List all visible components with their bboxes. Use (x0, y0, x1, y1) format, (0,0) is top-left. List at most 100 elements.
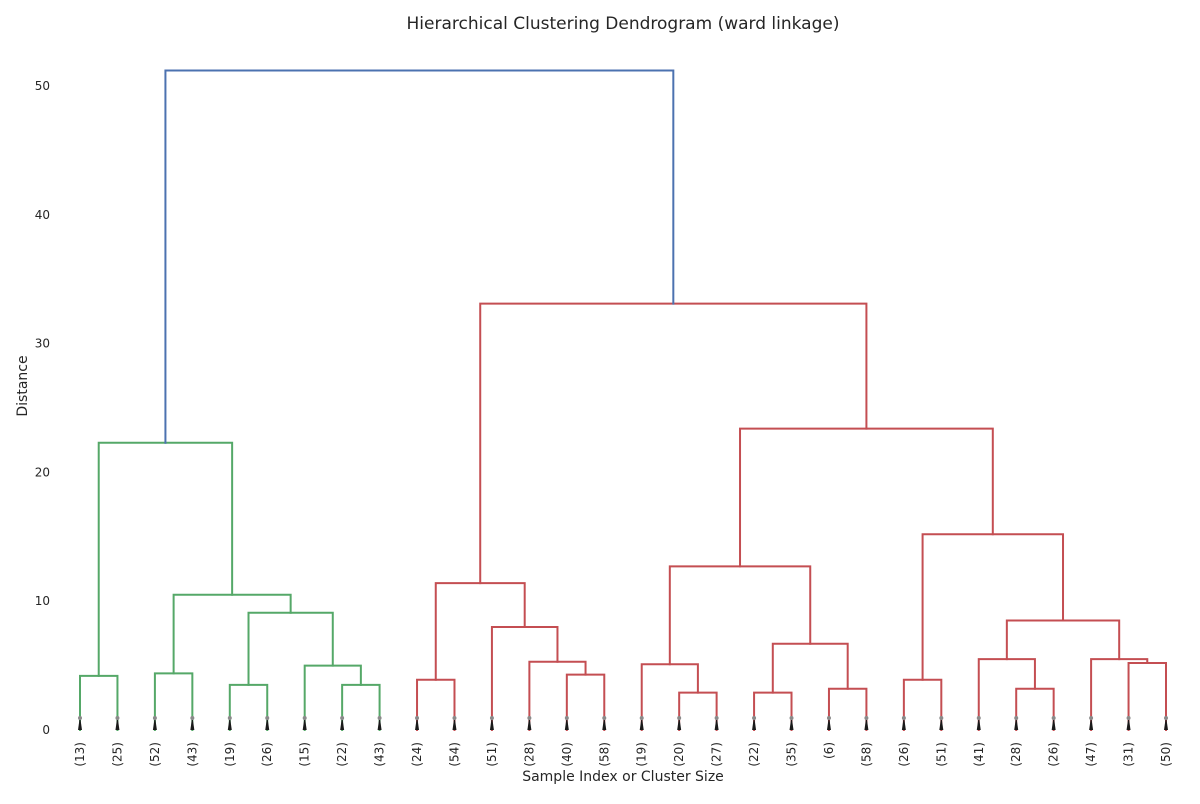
leaf-label: (51) (934, 742, 948, 767)
leaf-label: (19) (635, 742, 649, 767)
leaf-marker (340, 716, 345, 730)
leaf-marker-dot (377, 716, 382, 720)
leaf-label: (20) (672, 742, 686, 767)
leaf-marker-dot (714, 716, 719, 720)
leaf-marker (714, 716, 719, 730)
y-tick-label: 40 (35, 208, 50, 222)
dendrogram-link-r6 (678, 691, 718, 731)
leaf-marker-dot (1126, 716, 1131, 720)
leaf-marker (190, 716, 195, 730)
y-tick-label: 10 (35, 594, 50, 608)
leaf-label: (22) (335, 742, 349, 767)
leaf-label: (58) (859, 742, 873, 767)
dendrogram-link-r17 (1005, 619, 1121, 661)
leaf-marker-dot (939, 716, 944, 720)
dendrogram-link-r5 (434, 582, 526, 681)
dendrogram-link-g8 (97, 441, 234, 677)
leaf-marker-dot (677, 716, 682, 720)
leaf-label: (51) (485, 742, 499, 767)
leaf-marker-dot (976, 716, 981, 720)
leaf-marker (78, 716, 82, 730)
dendrogram-link-g4 (341, 683, 381, 731)
leaf-label: (41) (972, 742, 986, 767)
leaf-label: (22) (747, 742, 761, 767)
dendrogram-link-g5 (303, 664, 362, 731)
leaf-marker-dot (1051, 716, 1056, 720)
dendrogram-link-r7 (640, 663, 699, 731)
leaf-label: (58) (597, 742, 611, 767)
leaf-label: (15) (298, 742, 312, 767)
y-axis-ticks: 0 10 20 30 40 50 (35, 79, 50, 737)
leaf-marker (115, 716, 120, 730)
dendrogram-link-r16 (1090, 658, 1149, 731)
leaf-marker (789, 716, 794, 730)
leaf-label: (54) (447, 742, 461, 767)
dendrogram-link-g7 (172, 593, 292, 675)
leaf-marker (602, 716, 607, 730)
leaf-marker (677, 716, 682, 730)
dendrogram-link-r9 (827, 687, 868, 731)
leaf-marker (901, 716, 906, 730)
y-tick-label: 20 (35, 465, 50, 479)
leaf-marker (1126, 716, 1131, 730)
leaf-label: (25) (110, 742, 124, 767)
dendrogram-link-r15 (1127, 662, 1167, 731)
dendrogram-link-r1 (416, 678, 456, 731)
dendrogram-link-r10 (771, 642, 849, 694)
leaf-marker-dot (1089, 716, 1094, 720)
leaf-marker-dot (152, 716, 157, 720)
leaf-marker-dot (602, 716, 607, 720)
leaf-marker-dot (864, 716, 869, 720)
dendrogram-link-root (164, 69, 675, 444)
dendrogram-link-r11 (668, 565, 812, 666)
leaf-label: (26) (1047, 742, 1061, 767)
dendrogram-link-r8 (753, 691, 793, 731)
leaf-label: (43) (185, 742, 199, 767)
leaf-label: (43) (373, 742, 387, 767)
leaf-marker-dot (190, 716, 195, 720)
leaf-marker-dot (489, 716, 494, 720)
y-axis-label: Distance (15, 355, 31, 416)
leaf-marker (377, 716, 382, 730)
leaf-label: (28) (522, 742, 536, 767)
leaf-marker (1089, 716, 1094, 730)
leaf-marker-dot (752, 716, 757, 720)
leaf-marker-dot (115, 716, 120, 720)
leaf-label: (47) (1084, 742, 1098, 767)
leaf-marker (265, 716, 270, 730)
leaf-label: (6) (822, 742, 836, 759)
leaf-marker-dot (901, 716, 906, 720)
leaf-marker (976, 716, 981, 730)
dendrogram-link-r20 (479, 302, 868, 585)
dendrogram-link-r12 (902, 678, 943, 731)
leaf-marker-dot (1014, 716, 1019, 720)
leaf-marker (752, 716, 757, 730)
leaf-marker (564, 716, 569, 730)
x-axis-label: Sample Index or Cluster Size (522, 769, 724, 785)
leaf-marker (152, 716, 157, 730)
leaf-marker-dot (452, 716, 457, 720)
leaf-marker-dot (639, 716, 644, 720)
leaf-label: (50) (1159, 742, 1173, 767)
leaf-marker-dot (415, 716, 420, 720)
leaf-label: (26) (897, 742, 911, 767)
chart-title: Hierarchical Clustering Dendrogram (ward… (407, 14, 840, 34)
y-tick-label: 30 (35, 337, 50, 351)
leaf-marker (1014, 716, 1019, 730)
leaf-marker-dot (1164, 716, 1168, 720)
leaf-label: (31) (1122, 742, 1136, 767)
leaf-label: (13) (73, 742, 87, 767)
leaf-marker-dot (227, 716, 232, 720)
leaf-marker-dot (78, 716, 82, 720)
dendrogram-links (79, 69, 1167, 731)
leaf-label: (35) (785, 742, 799, 767)
leaf-label: (27) (710, 742, 724, 767)
dendrogram-link-r2 (565, 673, 606, 731)
leaf-marker (527, 716, 532, 730)
leaf-marker (302, 716, 307, 730)
leaf-label: (26) (260, 742, 274, 767)
leaf-marker-dot (789, 716, 794, 720)
dendrogram-link-g6 (247, 611, 334, 686)
leaf-marker (415, 716, 420, 730)
leaf-label: (52) (148, 742, 162, 767)
